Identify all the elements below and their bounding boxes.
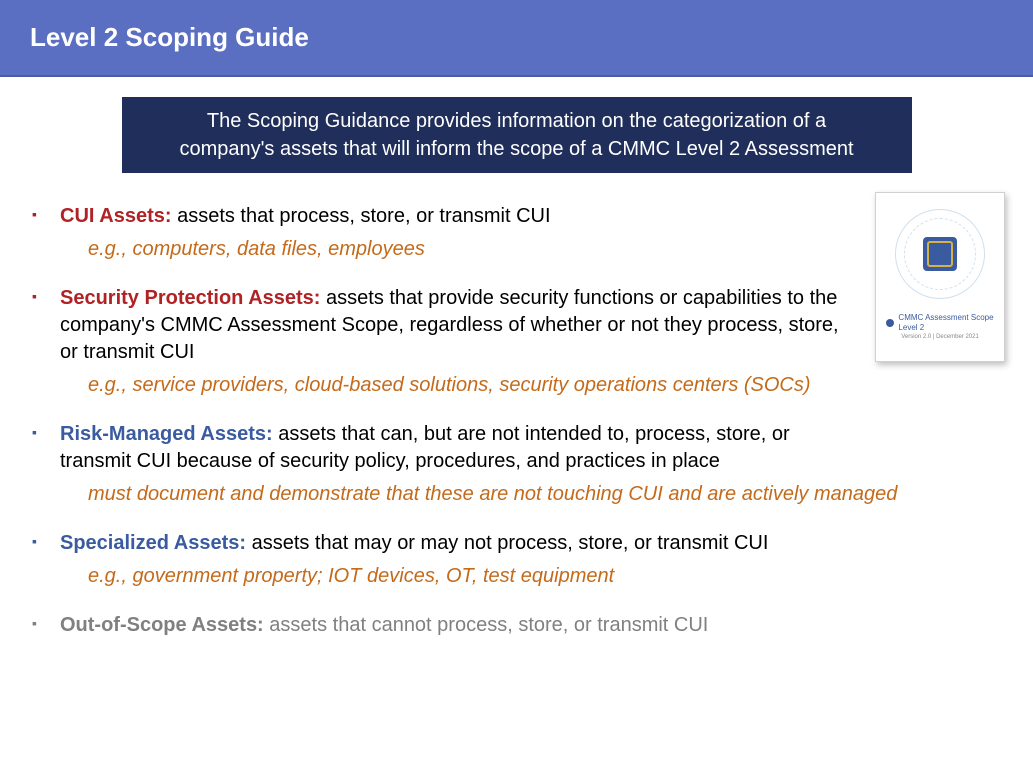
- asset-text-block: Risk-Managed Assets: assets that can, bu…: [60, 421, 840, 475]
- asset-term: Security Protection Assets:: [60, 287, 320, 309]
- summary-banner: The Scoping Guidance provides informatio…: [122, 97, 912, 173]
- asset-example: e.g., service providers, cloud-based sol…: [60, 372, 1003, 399]
- banner-text: The Scoping Guidance provides informatio…: [179, 110, 853, 160]
- asset-example: must document and demonstrate that these…: [60, 481, 1003, 508]
- asset-text-block: CUI Assets: assets that process, store, …: [60, 203, 840, 230]
- asset-description: assets that cannot process, store, or tr…: [264, 614, 709, 636]
- asset-item: Specialized Assets: assets that may or m…: [30, 530, 1003, 590]
- certified-badge-icon: [923, 237, 957, 271]
- asset-term: CUI Assets:: [60, 205, 172, 227]
- asset-category-list: CUI Assets: assets that process, store, …: [30, 203, 1003, 639]
- slide-title: Level 2 Scoping Guide: [30, 22, 309, 52]
- asset-description: assets that process, store, or transmit …: [172, 205, 551, 227]
- asset-description: assets that may or may not process, stor…: [246, 532, 768, 554]
- asset-item: Security Protection Assets: assets that …: [30, 285, 1003, 399]
- asset-text-block: Specialized Assets: assets that may or m…: [60, 530, 1003, 557]
- asset-text-block: Security Protection Assets: assets that …: [60, 285, 840, 366]
- slide-content: The Scoping Guidance provides informatio…: [0, 77, 1033, 681]
- slide-header: Level 2 Scoping Guide: [0, 0, 1033, 77]
- asset-text-block: Out-of-Scope Assets: assets that cannot …: [60, 612, 1003, 639]
- asset-term: Out-of-Scope Assets:: [60, 614, 264, 636]
- asset-term: Specialized Assets:: [60, 532, 246, 554]
- asset-item: Risk-Managed Assets: assets that can, bu…: [30, 421, 1003, 508]
- asset-item: CUI Assets: assets that process, store, …: [30, 203, 1003, 263]
- asset-item: Out-of-Scope Assets: assets that cannot …: [30, 612, 1003, 639]
- asset-example: e.g., computers, data files, employees: [60, 236, 1003, 263]
- asset-term: Risk-Managed Assets:: [60, 423, 273, 445]
- asset-example: e.g., government property; IOT devices, …: [60, 563, 1003, 590]
